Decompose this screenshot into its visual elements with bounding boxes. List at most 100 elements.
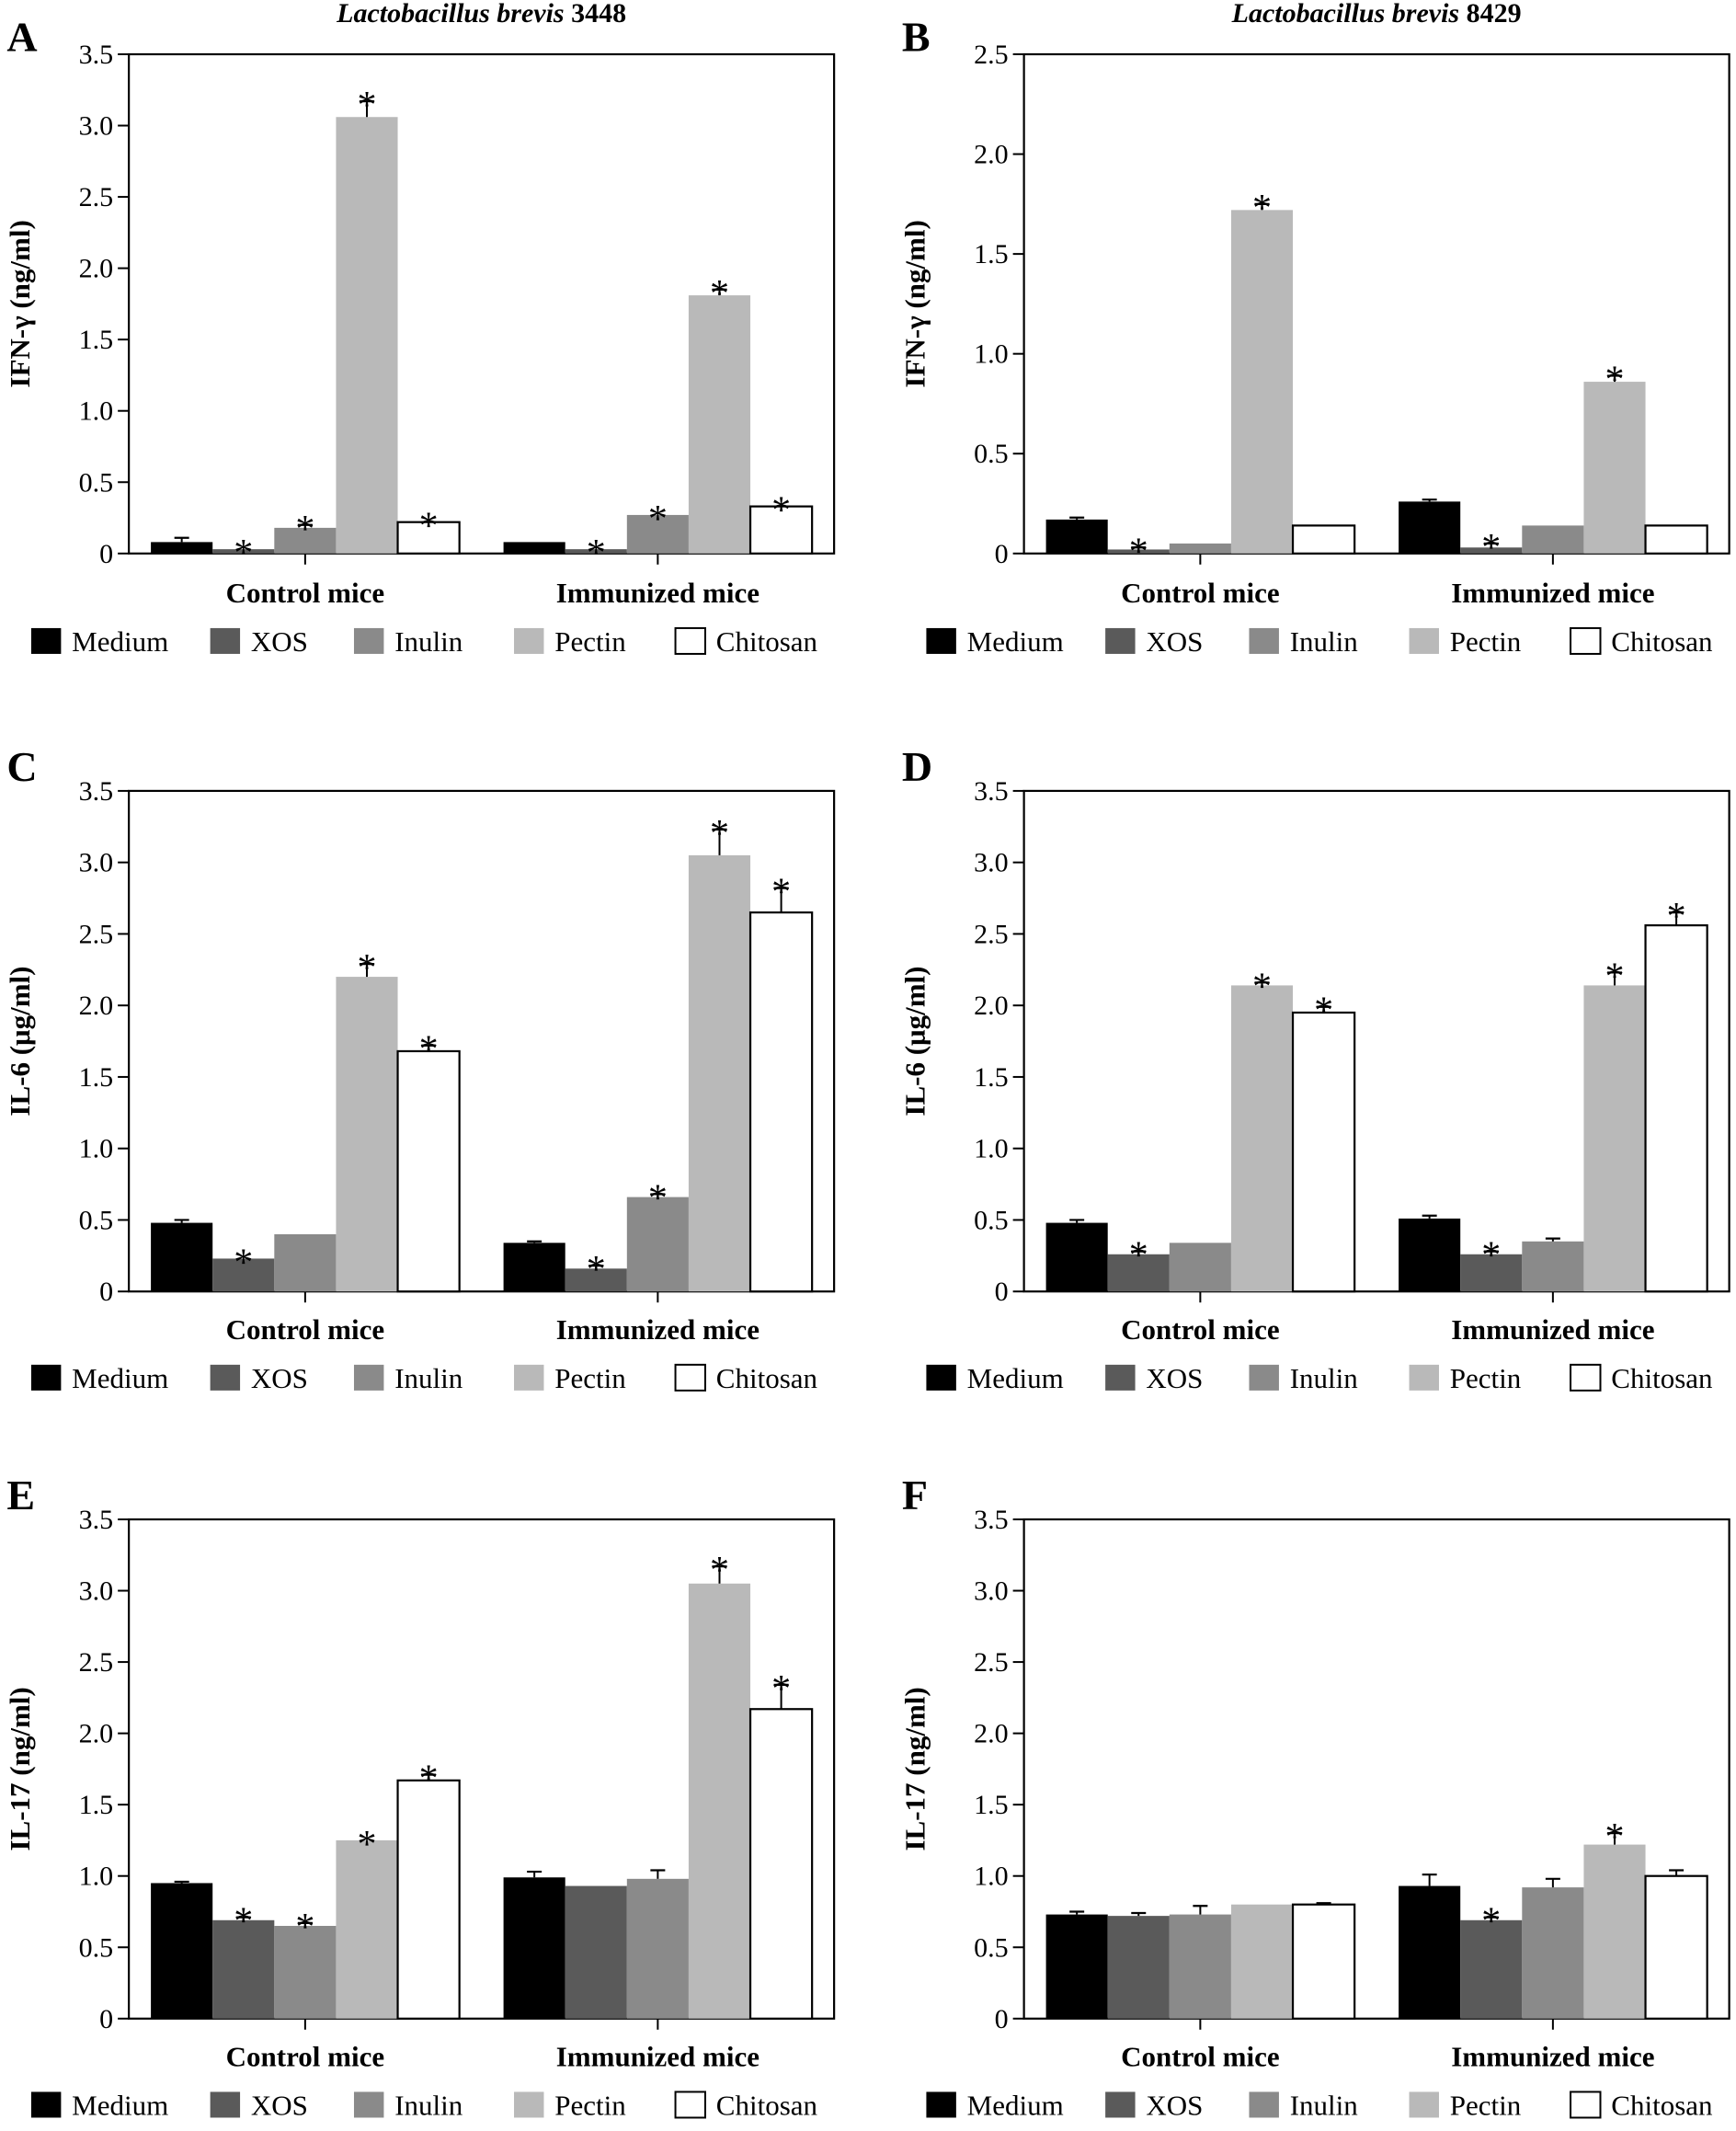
panel-c: C 0 0.5 1.0 1.5 2.0 2.5 3.0 3.5 IL-6 (μg/ml) Contr…: [4, 743, 836, 1394]
legend-label-inulin: Inulin: [1290, 625, 1359, 658]
bar-chitosan: [1291, 1011, 1356, 1293]
bar-inulin: [274, 1233, 337, 1292]
bar-chitosan: [748, 1708, 814, 2020]
legend-swatch-xos: [1105, 1364, 1136, 1391]
y-tick-label: 1.0: [974, 339, 1009, 370]
legend-label-chitosan: Chitosan: [1611, 2090, 1713, 2122]
legend-swatch-medium: [926, 1364, 956, 1391]
y-tick-label: 0.5: [974, 439, 1009, 469]
significance-marker: *: [1481, 1901, 1501, 1943]
legend-label-xos: XOS: [251, 1362, 308, 1394]
x-category-label: Immunized mice: [556, 1313, 760, 1346]
significance-marker: *: [357, 85, 376, 127]
legend-label-xos: XOS: [1146, 1362, 1203, 1394]
panel-letter: F: [902, 1472, 928, 1518]
significance-marker: *: [357, 947, 376, 990]
y-tick-label: 2.5: [79, 1647, 114, 1678]
legend-swatch-chitosan: [674, 1363, 706, 1392]
y-axis-label: IL-6 (μg/ml): [4, 967, 36, 1117]
bar-pectin: [688, 1583, 751, 2019]
bar-medium: [1399, 1218, 1461, 1292]
bar-xos: [212, 1919, 275, 2019]
y-tick-label: 3.0: [974, 1576, 1009, 1607]
significance-marker: *: [1252, 188, 1272, 230]
significance-marker: *: [1129, 1235, 1148, 1277]
bar-inulin: [626, 1878, 689, 2019]
legend-swatch-xos: [210, 2091, 241, 2118]
y-tick-label: 0.5: [79, 1205, 114, 1235]
legend-swatch-medium: [30, 2091, 62, 2118]
bar-medium: [1045, 1222, 1108, 1292]
plot-frame: [1022, 1518, 1730, 2020]
bar-chitosan: [1644, 524, 1708, 555]
y-tick-label: 0.5: [974, 1205, 1009, 1235]
significance-marker: *: [710, 813, 729, 855]
legend-label-pectin: Pectin: [1450, 625, 1522, 658]
x-category-label: Control mice: [1121, 1313, 1279, 1346]
bar-chitosan: [748, 505, 814, 555]
bar-inulin: [1522, 1241, 1584, 1292]
significance-marker: *: [234, 1901, 253, 1943]
legend-label-medium: Medium: [72, 625, 168, 658]
legend-swatch-medium: [30, 627, 62, 654]
legend-swatch-inulin: [1249, 1364, 1279, 1391]
y-axis-label: IFN-γ (ng/ml): [4, 220, 36, 387]
panel-letter: A: [6, 13, 37, 60]
bar-inulin: [1169, 1243, 1231, 1292]
y-tick-label: 2.0: [79, 1719, 114, 1749]
significance-marker: *: [587, 1249, 606, 1291]
legend-label-chitosan: Chitosan: [1611, 625, 1713, 658]
y-tick-label: 1.5: [974, 239, 1009, 269]
legend-swatch-pectin: [1409, 1364, 1439, 1391]
legend-swatch-pectin: [1409, 627, 1439, 654]
bar-xos: [1107, 1916, 1170, 2019]
y-axis-label: IL-17 (ng/ml): [899, 1687, 931, 1850]
x-category-label: Control mice: [226, 577, 384, 609]
significance-marker: *: [234, 1242, 253, 1284]
y-tick-label: 2.5: [974, 1647, 1009, 1678]
bar-xos: [1460, 547, 1523, 554]
bar-pectin: [1230, 1904, 1294, 2019]
legend-swatch-medium: [30, 1364, 62, 1391]
significance-marker: *: [1129, 531, 1148, 573]
legend-label-chitosan: Chitosan: [716, 1362, 818, 1394]
bar-medium: [151, 1222, 213, 1292]
bar-pectin: [1583, 985, 1646, 1292]
bar-medium: [1399, 1885, 1461, 2019]
panel-e: E 0 0.5 1.0 1.5 2.0 2.5 3.0 3.5 IL-17 (ng/ml) Cont…: [4, 1472, 836, 2122]
bar-inulin: [626, 514, 689, 554]
legend-label-pectin: Pectin: [554, 625, 626, 658]
legend-swatch-inulin: [1249, 627, 1279, 654]
significance-marker: *: [710, 1550, 729, 1592]
significance-marker: *: [771, 490, 791, 533]
legend-swatch-xos: [210, 1364, 241, 1391]
legend-swatch-medium: [926, 2091, 956, 2118]
legend-label-medium: Medium: [967, 625, 1064, 658]
y-tick-label: 0: [99, 2004, 113, 2034]
bar-chitosan: [1291, 524, 1356, 555]
significance-marker: *: [1481, 1235, 1501, 1277]
legend-label-xos: XOS: [1146, 625, 1203, 658]
legend-swatch-pectin: [514, 627, 544, 654]
y-tick-label: 2.0: [974, 140, 1009, 170]
y-tick-label: 1.5: [974, 1790, 1009, 1820]
y-tick-label: 3.0: [79, 111, 114, 142]
bar-xos: [565, 549, 627, 554]
y-tick-label: 0.5: [79, 467, 114, 498]
legend-swatch-inulin: [1249, 2091, 1279, 2118]
plot-frame: [128, 789, 836, 1293]
legend-label-xos: XOS: [251, 625, 308, 658]
legend-swatch-inulin: [353, 1364, 384, 1391]
y-tick-label: 0.5: [974, 1932, 1009, 1963]
legend-swatch-pectin: [514, 2091, 544, 2118]
legend-label-chitosan: Chitosan: [1611, 1362, 1713, 1394]
y-tick-label: 0: [995, 2004, 1009, 2034]
y-tick-label: 1.0: [79, 1134, 114, 1164]
bar-xos: [212, 549, 275, 554]
legend-swatch-pectin: [1409, 2091, 1439, 2118]
x-category-label: Immunized mice: [1451, 2040, 1654, 2072]
significance-marker: *: [1252, 966, 1272, 1008]
bar-medium: [1045, 1914, 1108, 2019]
bar-inulin: [1169, 543, 1231, 554]
legend-label-medium: Medium: [72, 2090, 168, 2122]
